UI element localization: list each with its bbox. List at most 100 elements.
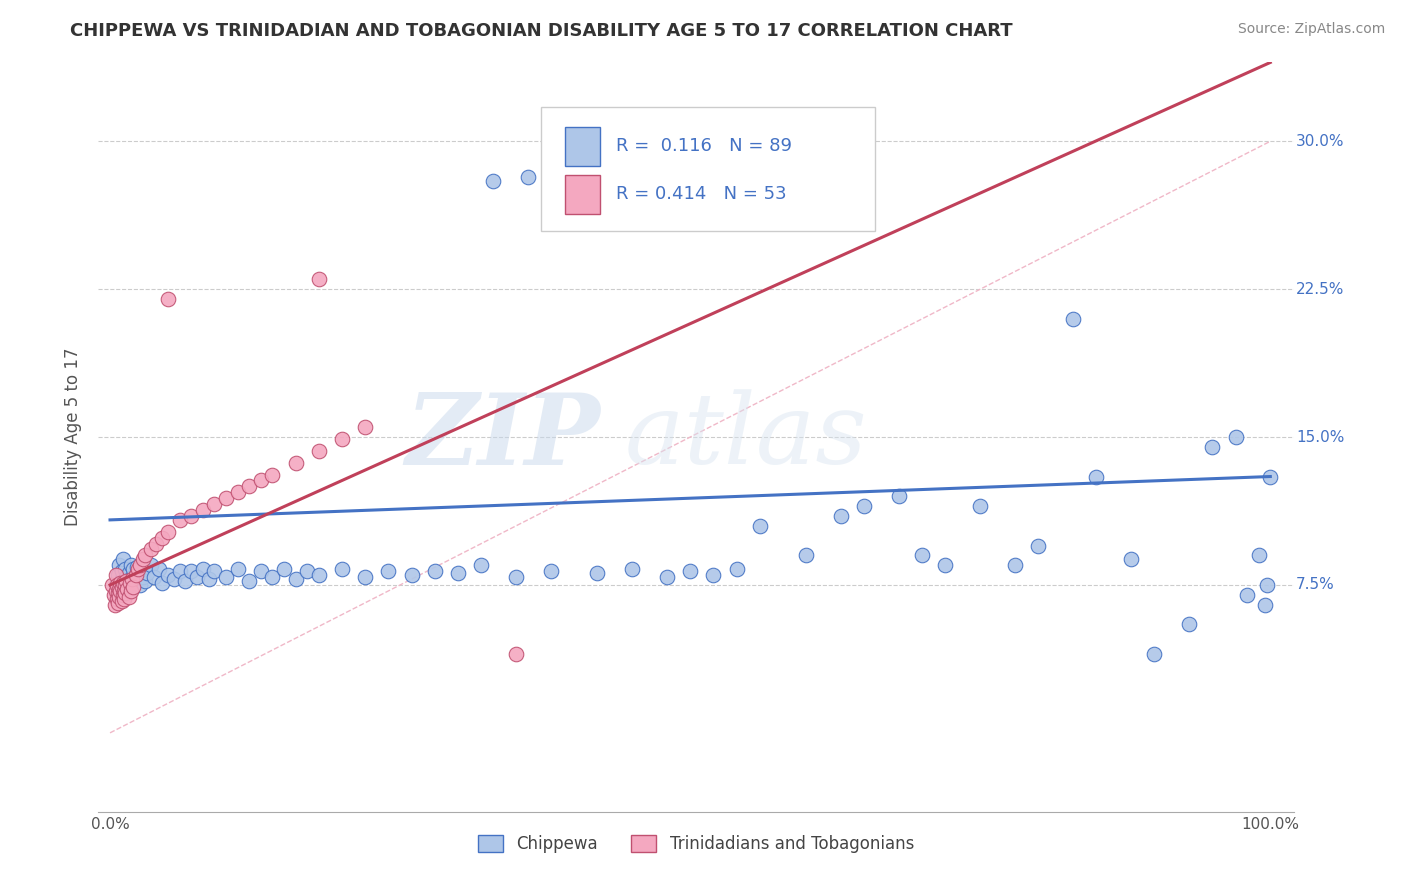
Text: R =  0.116   N = 89: R = 0.116 N = 89 — [616, 137, 792, 155]
Point — [482, 174, 505, 188]
Point — [197, 572, 219, 586]
Point — [297, 564, 319, 578]
Point — [180, 564, 202, 578]
Point — [273, 562, 295, 576]
Point — [104, 583, 127, 598]
Point — [101, 578, 124, 592]
Y-axis label: Disability Age 5 to 17: Disability Age 5 to 17 — [65, 348, 83, 526]
Point — [969, 499, 991, 513]
Text: 15.0%: 15.0% — [1296, 430, 1344, 444]
Point — [139, 542, 162, 557]
Point — [354, 570, 377, 584]
Point — [702, 568, 724, 582]
Text: 30.0%: 30.0% — [1296, 134, 1344, 149]
Point — [110, 588, 132, 602]
Text: ZIP: ZIP — [405, 389, 600, 485]
Point — [1225, 430, 1247, 444]
Point — [1143, 647, 1166, 661]
Point — [120, 558, 142, 573]
Point — [934, 558, 956, 573]
Point — [112, 583, 135, 598]
Point — [145, 536, 167, 550]
Point — [447, 566, 470, 581]
Point — [1258, 469, 1281, 483]
FancyBboxPatch shape — [565, 127, 600, 166]
Point — [129, 578, 152, 592]
Point — [111, 593, 134, 607]
Point — [108, 582, 131, 596]
Point — [105, 578, 128, 592]
Point — [128, 564, 150, 578]
Point — [215, 570, 238, 584]
Point — [118, 574, 141, 588]
Point — [150, 531, 173, 545]
Point — [127, 562, 149, 576]
Point — [226, 562, 249, 576]
Point — [1201, 440, 1223, 454]
Point — [911, 549, 934, 563]
Point — [1085, 469, 1108, 483]
Point — [114, 586, 136, 600]
Point — [226, 485, 249, 500]
Point — [127, 572, 149, 586]
Point — [114, 562, 136, 576]
Point — [174, 574, 197, 588]
Point — [121, 572, 143, 586]
Point — [204, 497, 226, 511]
Point — [1256, 578, 1278, 592]
Point — [262, 467, 284, 482]
Point — [132, 562, 155, 576]
Point — [204, 564, 226, 578]
Point — [1247, 549, 1270, 563]
Point — [157, 568, 180, 582]
Text: R = 0.414   N = 53: R = 0.414 N = 53 — [616, 186, 786, 203]
Point — [112, 583, 135, 598]
Point — [115, 574, 138, 588]
Point — [655, 570, 678, 584]
Point — [117, 582, 139, 596]
Point — [830, 508, 852, 523]
Point — [516, 169, 538, 184]
Point — [169, 513, 191, 527]
Point — [150, 576, 173, 591]
Point — [104, 598, 127, 612]
Text: atlas: atlas — [624, 390, 868, 484]
Point — [887, 489, 910, 503]
Point — [238, 479, 260, 493]
Point — [238, 574, 260, 588]
Point — [250, 474, 273, 488]
Point — [103, 588, 125, 602]
Point — [107, 596, 129, 610]
Point — [122, 580, 145, 594]
Point — [401, 568, 423, 582]
Point — [104, 568, 127, 582]
Point — [107, 568, 129, 582]
Point — [284, 456, 307, 470]
Point — [143, 570, 166, 584]
Point — [157, 524, 180, 539]
Point — [136, 566, 159, 581]
Point — [621, 562, 644, 576]
Point — [110, 576, 132, 591]
Point — [725, 562, 748, 576]
Point — [124, 576, 146, 591]
Text: Source: ZipAtlas.com: Source: ZipAtlas.com — [1237, 22, 1385, 37]
Point — [107, 586, 129, 600]
Point — [108, 590, 131, 604]
Point — [505, 647, 527, 661]
Point — [111, 572, 134, 586]
Point — [111, 588, 134, 602]
Point — [191, 503, 214, 517]
Point — [157, 292, 180, 306]
Point — [308, 443, 330, 458]
Point — [105, 591, 128, 606]
Point — [121, 570, 143, 584]
Point — [284, 572, 307, 586]
Point — [308, 272, 330, 286]
Point — [163, 572, 186, 586]
Point — [134, 549, 156, 563]
Text: 22.5%: 22.5% — [1296, 282, 1344, 297]
Point — [134, 574, 156, 588]
Point — [540, 564, 562, 578]
Point — [505, 570, 527, 584]
